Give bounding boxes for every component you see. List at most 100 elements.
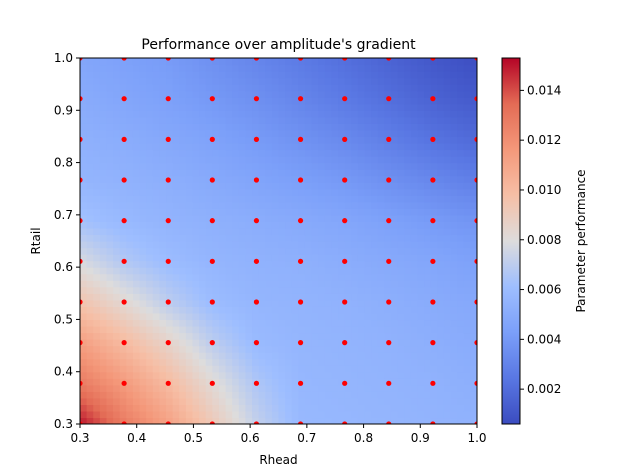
heatmap-cell	[311, 417, 319, 424]
heatmap-cell	[384, 90, 392, 98]
heatmap-cell	[278, 214, 286, 222]
heatmap-cell	[139, 97, 147, 105]
y-tick-label: 0.7	[54, 208, 73, 222]
heatmap-cell	[463, 182, 471, 190]
heatmap-cell	[258, 247, 266, 255]
heatmap-cell	[199, 149, 207, 157]
heatmap-cell	[318, 286, 326, 294]
heatmap-cell	[80, 267, 88, 275]
heatmap-cell	[192, 339, 200, 347]
heatmap-cell	[357, 64, 366, 72]
heatmap-cell	[232, 214, 240, 222]
heatmap-cell	[205, 371, 213, 379]
heatmap-cell	[126, 286, 134, 294]
heatmap-cell	[86, 325, 94, 334]
heatmap-cell	[410, 169, 419, 177]
heatmap-cell	[166, 410, 174, 419]
heatmap-cell	[311, 352, 319, 360]
heatmap-cell	[113, 417, 121, 424]
heatmap-cell	[166, 116, 174, 124]
heatmap-cell	[450, 234, 458, 242]
heatmap-cell	[205, 214, 213, 222]
heatmap-cell	[99, 214, 108, 222]
heatmap-cell	[404, 188, 412, 196]
heatmap-cell	[357, 103, 366, 111]
heatmap-cell	[212, 339, 220, 347]
heatmap-cell	[285, 293, 293, 301]
heatmap-cell	[166, 71, 174, 79]
y-tick-label: 0.6	[54, 260, 73, 274]
heatmap-cell	[470, 299, 477, 307]
heatmap-cell	[205, 195, 213, 203]
heatmap-cell	[397, 378, 405, 386]
heatmap-cell	[404, 391, 412, 399]
heatmap-cell	[212, 227, 220, 236]
heatmap-cell	[384, 116, 392, 124]
heatmap-cell	[291, 332, 299, 340]
sample-point	[297, 218, 304, 224]
x-tick-label: 1.0	[467, 431, 486, 445]
heatmap-cell	[357, 352, 366, 360]
heatmap-cell	[410, 352, 419, 360]
heatmap-cell	[311, 149, 319, 157]
heatmap-cell	[113, 58, 121, 66]
heatmap-cell	[199, 345, 207, 353]
heatmap-cell	[404, 221, 412, 229]
heatmap-cell	[331, 241, 339, 249]
heatmap-cell	[245, 64, 253, 72]
heatmap-cell	[410, 280, 419, 288]
heatmap-cell	[271, 149, 280, 157]
heatmap-cell	[457, 352, 465, 360]
heatmap-cell	[232, 332, 240, 340]
heatmap-cell	[258, 123, 266, 131]
heatmap-cell	[146, 169, 154, 177]
heatmap-cell	[437, 241, 445, 249]
heatmap-cell	[218, 358, 227, 366]
heatmap-cell	[291, 90, 299, 98]
heatmap-cell	[159, 293, 167, 301]
heatmap-cell	[311, 260, 319, 268]
heatmap-cell	[199, 286, 207, 294]
heatmap-cell	[185, 188, 194, 196]
heatmap-cell	[152, 162, 160, 170]
heatmap-cell	[218, 391, 227, 399]
heatmap-cell	[271, 201, 280, 209]
heatmap-cell	[278, 293, 286, 301]
heatmap-cell	[463, 201, 471, 209]
heatmap-cell	[245, 371, 253, 379]
heatmap-cell	[166, 391, 174, 399]
heatmap-cell	[384, 286, 392, 294]
heatmap-cell	[344, 325, 352, 334]
heatmap-cell	[218, 319, 227, 327]
heatmap-cell	[106, 254, 114, 262]
heatmap-cell	[212, 142, 220, 151]
heatmap-cell	[304, 214, 313, 222]
heatmap-cell	[463, 77, 471, 85]
heatmap-cell	[278, 404, 286, 412]
heatmap-cell	[285, 247, 293, 255]
heatmap-cell	[271, 352, 280, 360]
heatmap-cell	[437, 260, 445, 268]
heatmap-cell	[218, 273, 227, 281]
heatmap-cell	[152, 306, 160, 314]
heatmap-cell	[232, 129, 240, 138]
heatmap-cell	[146, 221, 154, 229]
heatmap-cell	[271, 90, 280, 98]
heatmap-cell	[179, 149, 187, 157]
heatmap-cell	[185, 273, 194, 281]
heatmap-cell	[265, 90, 273, 98]
heatmap-cell	[106, 339, 114, 347]
sample-point	[297, 340, 304, 346]
heatmap-cell	[390, 208, 399, 216]
heatmap-cell	[450, 156, 458, 164]
heatmap-cell	[238, 260, 247, 268]
heatmap-cell	[377, 103, 385, 111]
heatmap-cell	[258, 345, 266, 353]
heatmap-cell	[377, 129, 385, 138]
heatmap-cell	[80, 195, 88, 203]
heatmap-cell	[338, 103, 346, 111]
heatmap	[80, 58, 477, 424]
heatmap-cell	[357, 175, 366, 183]
heatmap-cell	[285, 234, 293, 242]
heatmap-cell	[410, 77, 419, 85]
